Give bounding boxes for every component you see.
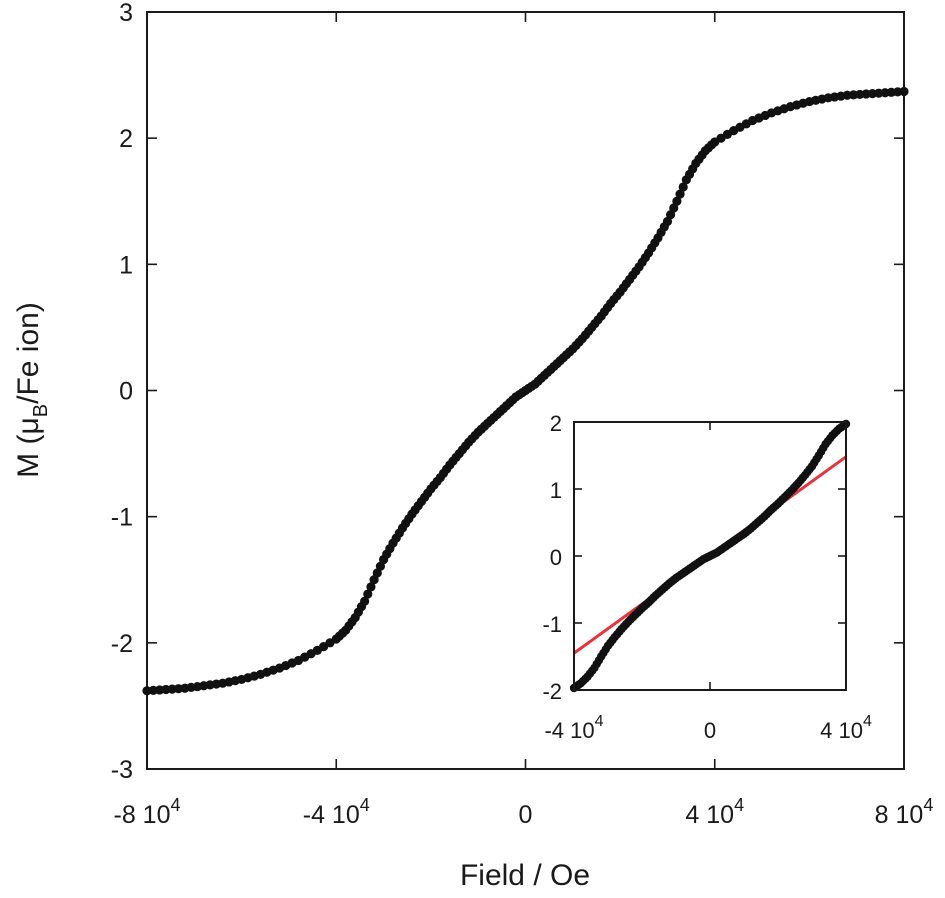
inset-y-tick-label: 0: [550, 545, 562, 570]
main-y-tick-label: 1: [119, 251, 133, 279]
inset-y-tick-label: 1: [550, 478, 562, 503]
main-axis-ticks: [146, 11, 905, 770]
inset-x-tick-label: 4 104: [820, 713, 872, 743]
y-axis-title: M (μB/Fe ion): [12, 302, 52, 478]
main-y-tick-label: -1: [111, 504, 133, 532]
y-axis-title-main: M (μ: [12, 417, 45, 478]
main-y-tick-label: 0: [119, 378, 133, 406]
main-data-point: [366, 582, 376, 592]
y-axis-title-tail: /Fe ion): [12, 302, 45, 404]
inset-x-tick-label: 0: [704, 718, 716, 743]
main-y-tick-label: 3: [119, 0, 133, 27]
main-data-point: [899, 86, 909, 97]
main-x-tick-label: 8 104: [875, 795, 934, 829]
main-x-tick-label: -8 104: [114, 795, 181, 829]
main-y-tick-label: -3: [111, 756, 133, 784]
main-plot: -8 104 -4 104 0 4 104 8 104 3 2 1 0 -1 -2 -3: [111, 0, 934, 829]
inset-y-tick-label: 2: [550, 411, 562, 436]
x-axis-title: Field / Oe: [460, 859, 590, 892]
inset-axis-ticks: [573, 421, 847, 691]
main-x-tick-label: 0: [519, 801, 533, 829]
main-x-tick-label: 4 104: [685, 795, 744, 829]
main-data-point: [363, 589, 373, 599]
main-data-series: [142, 86, 909, 696]
main-y-tick-label: -2: [111, 630, 133, 658]
inset-plot: -4 104 0 4 104 2 1 0 -1 -2: [542, 411, 872, 743]
main-data-point: [675, 189, 685, 199]
y-axis-title-subscript: B: [30, 404, 52, 417]
main-data-point: [360, 596, 370, 606]
inset-axis-tick-labels: -4 104 0 4 104 2 1 0 -1 -2: [542, 411, 872, 743]
main-y-tick-label: 2: [119, 125, 133, 153]
main-data-point: [678, 182, 688, 192]
main-x-tick-label: -4 104: [303, 795, 370, 829]
svg-text:M (μB/Fe ion): M (μB/Fe ion): [12, 302, 52, 478]
inset-x-tick-label: -4 104: [544, 713, 603, 743]
inset-y-tick-label: -1: [542, 612, 562, 637]
inset-data-series: [569, 419, 851, 693]
main-axis-tick-labels: -8 104 -4 104 0 4 104 8 104 3 2 1 0 -1 -2 -3: [111, 0, 934, 829]
main-data-point: [672, 196, 682, 206]
inset-y-tick-label: -2: [542, 679, 562, 704]
